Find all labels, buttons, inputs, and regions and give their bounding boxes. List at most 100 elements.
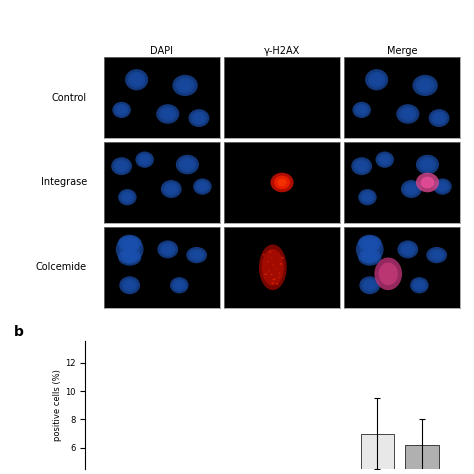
Ellipse shape <box>166 184 176 193</box>
Ellipse shape <box>198 182 207 191</box>
Ellipse shape <box>116 236 144 263</box>
Ellipse shape <box>415 281 424 289</box>
Ellipse shape <box>426 247 447 263</box>
Ellipse shape <box>164 182 179 196</box>
Text: Integrase: Integrase <box>41 177 87 188</box>
Ellipse shape <box>364 254 375 262</box>
Ellipse shape <box>279 272 281 273</box>
Ellipse shape <box>276 283 279 284</box>
Ellipse shape <box>118 249 141 266</box>
Ellipse shape <box>191 111 207 125</box>
Ellipse shape <box>182 160 193 169</box>
Ellipse shape <box>118 189 137 205</box>
Ellipse shape <box>374 257 402 290</box>
Ellipse shape <box>173 279 186 292</box>
Ellipse shape <box>420 177 434 188</box>
Ellipse shape <box>406 184 417 193</box>
Ellipse shape <box>378 154 392 166</box>
Ellipse shape <box>119 276 140 294</box>
Ellipse shape <box>401 180 422 198</box>
Ellipse shape <box>412 75 438 96</box>
Ellipse shape <box>358 189 377 205</box>
Ellipse shape <box>267 261 269 262</box>
Ellipse shape <box>272 283 274 284</box>
Ellipse shape <box>365 281 375 290</box>
Ellipse shape <box>361 237 378 249</box>
Ellipse shape <box>128 72 145 88</box>
Ellipse shape <box>422 160 433 169</box>
Ellipse shape <box>125 69 148 91</box>
Ellipse shape <box>114 159 129 173</box>
Text: Control: Control <box>52 92 87 103</box>
Ellipse shape <box>163 245 173 254</box>
Ellipse shape <box>274 278 276 279</box>
Ellipse shape <box>359 276 380 294</box>
Ellipse shape <box>175 281 184 289</box>
Ellipse shape <box>281 257 284 259</box>
Ellipse shape <box>279 273 280 274</box>
Ellipse shape <box>124 254 136 262</box>
Ellipse shape <box>131 74 142 85</box>
Ellipse shape <box>353 102 371 118</box>
Ellipse shape <box>162 109 173 119</box>
Ellipse shape <box>431 111 447 125</box>
Ellipse shape <box>156 104 179 124</box>
Text: b: b <box>14 325 24 339</box>
Ellipse shape <box>125 281 135 290</box>
Ellipse shape <box>428 109 449 127</box>
Ellipse shape <box>117 162 127 171</box>
Ellipse shape <box>119 239 140 260</box>
Ellipse shape <box>396 104 419 124</box>
Ellipse shape <box>433 178 452 195</box>
Ellipse shape <box>362 279 378 292</box>
Ellipse shape <box>416 155 439 174</box>
Ellipse shape <box>122 279 137 292</box>
Text: Colcemide: Colcemide <box>36 262 87 273</box>
Ellipse shape <box>189 249 204 261</box>
Ellipse shape <box>157 240 178 258</box>
Ellipse shape <box>160 243 175 256</box>
Ellipse shape <box>121 251 138 264</box>
Ellipse shape <box>276 269 277 270</box>
Ellipse shape <box>179 157 196 172</box>
Ellipse shape <box>431 251 442 259</box>
Ellipse shape <box>270 274 273 275</box>
Ellipse shape <box>269 251 271 253</box>
Ellipse shape <box>429 249 445 261</box>
Ellipse shape <box>400 243 416 256</box>
Bar <box>405 445 439 474</box>
Ellipse shape <box>278 277 279 278</box>
Ellipse shape <box>375 152 394 168</box>
Ellipse shape <box>438 182 447 191</box>
Ellipse shape <box>189 109 210 127</box>
Ellipse shape <box>274 279 275 280</box>
Ellipse shape <box>175 77 195 93</box>
Ellipse shape <box>191 251 202 259</box>
Ellipse shape <box>363 242 377 256</box>
Ellipse shape <box>118 235 141 251</box>
Ellipse shape <box>398 240 418 258</box>
Ellipse shape <box>379 263 398 285</box>
Ellipse shape <box>419 80 431 91</box>
Ellipse shape <box>273 279 275 280</box>
Ellipse shape <box>273 265 274 266</box>
Ellipse shape <box>355 104 369 116</box>
Ellipse shape <box>410 277 428 293</box>
Ellipse shape <box>380 155 389 164</box>
Ellipse shape <box>179 80 191 91</box>
Ellipse shape <box>265 273 267 274</box>
Ellipse shape <box>371 74 383 85</box>
Ellipse shape <box>159 107 176 121</box>
Ellipse shape <box>194 114 204 123</box>
Ellipse shape <box>412 279 426 292</box>
Ellipse shape <box>419 157 436 172</box>
Ellipse shape <box>170 277 189 293</box>
Ellipse shape <box>399 107 417 121</box>
Ellipse shape <box>123 193 132 201</box>
Ellipse shape <box>416 173 439 192</box>
Ellipse shape <box>356 236 383 263</box>
Ellipse shape <box>271 257 273 258</box>
Ellipse shape <box>111 157 132 175</box>
Ellipse shape <box>402 245 413 254</box>
Bar <box>361 434 394 474</box>
